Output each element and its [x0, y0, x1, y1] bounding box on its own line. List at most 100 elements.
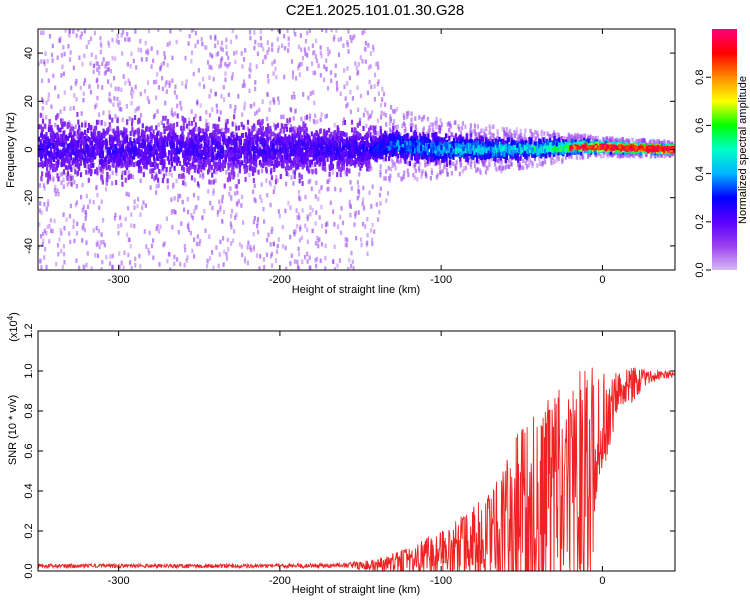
heatmap-cell	[261, 99, 264, 104]
heatmap-cell	[96, 77, 99, 83]
heatmap-cell	[179, 101, 182, 106]
heatmap-cell	[79, 172, 83, 178]
heatmap-cell	[393, 144, 397, 150]
heatmap-cell	[65, 172, 68, 178]
heatmap-cell	[333, 222, 336, 227]
heatmap-cell	[522, 165, 525, 170]
heatmap-cell	[186, 255, 189, 260]
heatmap-cell	[414, 160, 417, 165]
heatmap-cell	[446, 171, 449, 177]
heatmap-cell	[164, 83, 167, 88]
heatmap-cell	[159, 224, 162, 229]
heatmap-cell	[235, 212, 238, 218]
heatmap-cell	[153, 158, 156, 164]
heatmap-cell	[492, 133, 495, 138]
heatmap-cell	[42, 231, 45, 237]
heatmap-cell	[313, 168, 316, 174]
heatmap-cell	[60, 152, 63, 158]
heatmap-cell	[171, 78, 174, 83]
heatmap-cell	[241, 112, 244, 117]
heatmap-cell	[139, 149, 142, 155]
heatmap-cell	[62, 184, 65, 190]
heatmap-cell	[312, 70, 315, 76]
heatmap-cell	[306, 214, 309, 219]
heatmap-cell	[366, 90, 369, 96]
heatmap-cell	[406, 161, 409, 166]
heatmap-cell	[95, 185, 98, 191]
heatmap-cell	[96, 253, 100, 259]
heatmap-cell	[234, 215, 237, 220]
heatmap-cell	[93, 63, 96, 69]
heatmap-cell	[94, 55, 98, 60]
heatmap-cell	[307, 139, 310, 145]
heatmap-cell	[631, 137, 634, 143]
heatmap-cell	[473, 163, 477, 169]
heatmap-cell	[277, 237, 280, 242]
heatmap-cell	[133, 205, 136, 210]
heatmap-cell	[61, 64, 64, 69]
heatmap-cell	[343, 158, 346, 164]
heatmap-cell	[284, 123, 287, 129]
heatmap-cell	[382, 111, 386, 116]
heatmap-cell	[74, 157, 77, 163]
heatmap-cell	[345, 137, 349, 143]
heatmap-cell	[502, 135, 505, 140]
heatmap-cell	[440, 122, 443, 127]
heatmap-cell	[114, 114, 117, 119]
heatmap-cell	[324, 222, 327, 228]
heatmap-cell	[237, 125, 241, 131]
heatmap-cell	[199, 238, 202, 244]
heatmap-cell	[313, 50, 316, 55]
heatmap-cell	[169, 167, 172, 172]
heatmap-cell	[130, 265, 133, 270]
heatmap-cell	[324, 243, 327, 249]
heatmap-cell	[196, 127, 199, 132]
heatmap-cell	[536, 130, 539, 136]
heatmap-cell	[491, 138, 494, 144]
heatmap-cell	[205, 45, 208, 50]
heatmap-cell	[287, 42, 290, 47]
heatmap-cell	[642, 138, 646, 143]
heatmap-cell	[68, 179, 71, 185]
heatmap-cell	[96, 150, 99, 156]
heatmap-cell	[271, 61, 274, 66]
heatmap-cell	[72, 219, 75, 224]
heatmap-cell	[249, 35, 252, 41]
heatmap-cell	[132, 162, 136, 168]
heatmap-cell	[140, 149, 143, 155]
heatmap-cell	[71, 175, 74, 180]
heatmap-cell	[307, 95, 310, 100]
heatmap-cell	[448, 121, 451, 126]
heatmap-cell	[59, 172, 62, 177]
heatmap-cell	[212, 188, 215, 193]
heatmap-cell	[346, 237, 349, 243]
heatmap-cell	[153, 134, 156, 140]
heatmap-cell	[248, 29, 252, 35]
heatmap-cell	[194, 43, 197, 49]
heatmap-cell	[200, 37, 203, 42]
heatmap-cell	[169, 123, 172, 129]
heatmap-cell	[72, 224, 75, 229]
heatmap-cell	[218, 64, 221, 69]
heatmap-cell	[141, 205, 144, 210]
heatmap-cell	[39, 201, 42, 206]
heatmap-cell	[538, 161, 541, 166]
heatmap-cell	[187, 41, 190, 46]
heatmap-cell	[369, 228, 373, 233]
heatmap-cell	[74, 124, 77, 129]
heatmap-cell	[281, 244, 284, 249]
heatmap-cell	[236, 183, 239, 189]
heatmap-cell	[375, 125, 378, 130]
heatmap-cell	[519, 132, 523, 138]
heatmap-cell	[486, 166, 490, 171]
heatmap-cell	[269, 169, 273, 175]
heatmap-cell	[325, 29, 328, 33]
heatmap-cell	[246, 126, 249, 131]
heatmap-cell	[265, 252, 269, 257]
heatmap-cell	[147, 29, 150, 34]
heatmap-cell	[299, 138, 302, 144]
heatmap-cell	[230, 241, 233, 246]
heatmap-cell	[171, 112, 174, 118]
heatmap-cell	[203, 84, 206, 89]
heatmap-cell	[57, 176, 60, 182]
